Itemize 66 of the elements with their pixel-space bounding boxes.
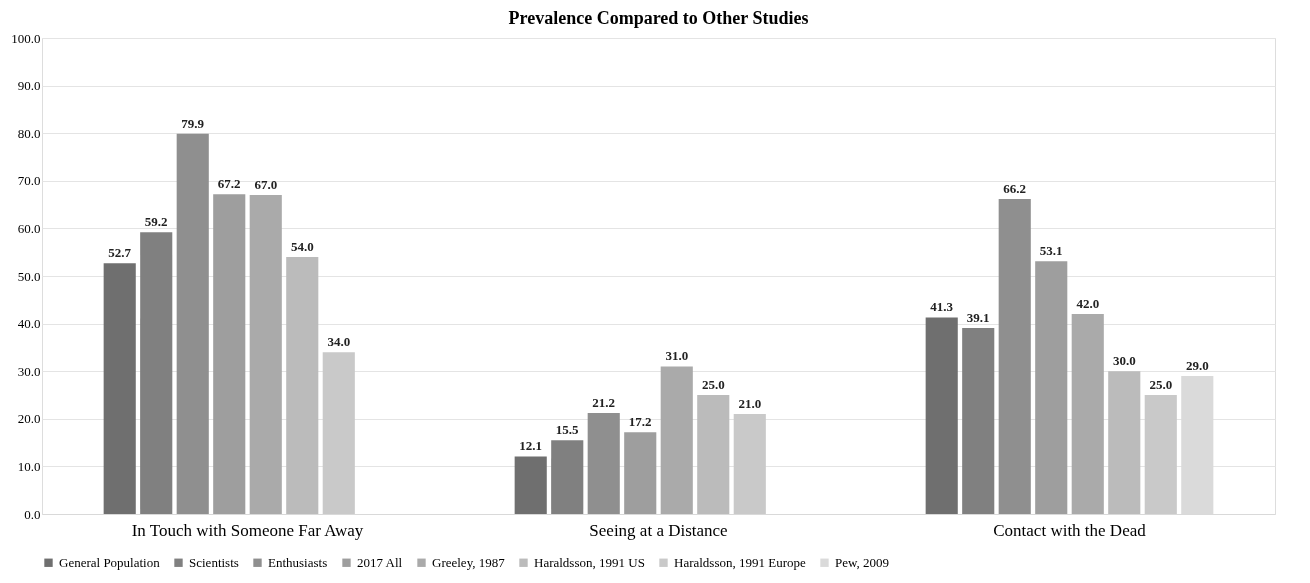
data-label: 54.0 (290, 238, 314, 254)
bar (1071, 314, 1104, 514)
legend-label: Haraldsson, 1991 US (534, 554, 645, 570)
data-label: 12.1 (519, 438, 543, 454)
bar (624, 432, 657, 514)
data-label: 30.0 (1112, 353, 1136, 369)
legend-label: Pew, 2009 (835, 554, 890, 570)
bar (998, 198, 1031, 514)
data-label: 59.2 (144, 214, 168, 230)
legend-label: Greeley, 1987 (432, 554, 506, 570)
y-tick-label: 60.0 (17, 220, 41, 236)
y-tick-label: 40.0 (17, 316, 41, 332)
bar (213, 194, 246, 514)
data-label: 31.0 (665, 348, 689, 364)
chart-title: Prevalence Compared to Other Studies (508, 8, 809, 28)
data-label: 21.2 (592, 395, 616, 411)
bar (551, 440, 584, 514)
data-label: 25.0 (701, 377, 725, 392)
x-tick-label: Contact with the Dead (993, 520, 1147, 540)
bar (1144, 395, 1177, 514)
bar (660, 366, 693, 514)
bar (322, 352, 355, 514)
bar (1035, 261, 1068, 514)
data-label: 66.2 (1003, 180, 1027, 196)
data-label: 17.2 (628, 414, 652, 430)
data-label: 29.0 (1185, 357, 1209, 373)
bar (925, 317, 958, 514)
bar (733, 414, 766, 514)
bar (587, 413, 620, 514)
y-tick-label: 0.0 (24, 506, 41, 522)
bar (962, 327, 995, 514)
data-label: 52.7 (108, 245, 132, 261)
y-tick-label: 100.0 (11, 30, 41, 46)
y-tick-label: 20.0 (17, 411, 41, 427)
y-tick-label: 80.0 (17, 125, 41, 141)
y-tick-label: 30.0 (17, 363, 41, 379)
bar (697, 395, 730, 514)
data-label: 67.2 (217, 176, 241, 192)
x-tick-label: Seeing at a Distance (589, 520, 728, 540)
y-tick-label: 90.0 (17, 78, 41, 94)
data-label: 34.0 (327, 334, 351, 350)
bar (514, 456, 547, 514)
data-label: 79.9 (181, 115, 205, 131)
data-label: 21.0 (738, 396, 762, 412)
data-label: 15.5 (555, 422, 580, 438)
y-tick-label: 50.0 (17, 268, 41, 284)
data-label: 39.1 (966, 309, 990, 325)
data-label: 53.1 (1039, 243, 1063, 259)
legend-label: Haraldsson, 1991 Europe (674, 554, 807, 570)
bar (249, 195, 282, 514)
data-label: 25.0 (1149, 377, 1173, 392)
legend-label: Enthusiasts (268, 554, 328, 570)
bar (103, 263, 136, 514)
data-label: 41.3 (930, 299, 954, 315)
y-tick-label: 70.0 (17, 173, 41, 189)
legend-label: General Population (59, 554, 161, 570)
bar (140, 232, 173, 514)
legend-label: 2017 All (357, 554, 403, 570)
bar (1108, 371, 1141, 514)
data-label: 42.0 (1076, 296, 1100, 312)
bar (176, 133, 209, 514)
legend-label: Scientists (189, 554, 239, 570)
x-tick-label: In Touch with Someone Far Away (131, 520, 364, 540)
bar (286, 256, 319, 514)
y-tick-label: 10.0 (17, 458, 41, 474)
data-label: 67.0 (254, 177, 278, 193)
